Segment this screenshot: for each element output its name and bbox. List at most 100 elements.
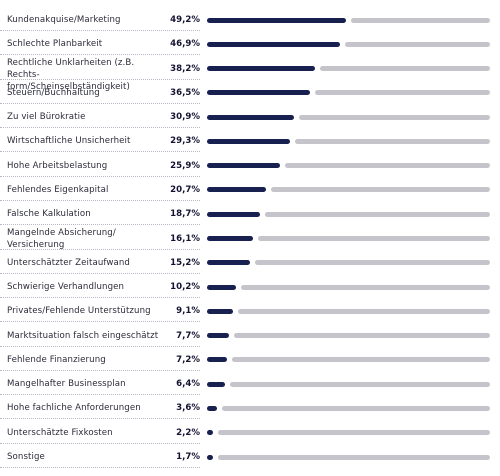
value-bar [207,284,236,290]
remainder-bar [230,381,490,387]
remainder-bar [218,454,490,460]
row-separator [0,272,200,274]
bar-track [207,260,490,266]
category-label: Marktsituation falsch eingeschätzt [7,330,167,342]
value-bar [207,333,229,339]
value-bar [207,381,226,387]
category-label: Fehlende Finanzierung [7,354,167,366]
value-bar [207,187,266,193]
category-label-line: Mangelnde Absicherung/ [7,227,116,238]
remainder-bar [344,41,490,47]
value-bar [207,308,233,314]
category-label-line: Unterschätzter Zeitaufwand [7,257,130,268]
value-bar [207,430,214,436]
row-separator [0,442,200,444]
value-label: 49,2% [170,15,200,25]
remainder-bar [222,405,490,411]
category-label-line: Falsche Kalkulation [7,209,91,220]
category-label: Schlechte Planbarkeit [7,38,167,50]
bar-track [207,308,490,314]
category-label: Unterschätzter Zeitaufwand [7,257,167,269]
category-label-line: Schwierige Verhandlungen [7,282,125,293]
bar-track [207,405,490,411]
row-separator [0,102,200,104]
category-label-line: form/Scheinselbständigkeit) [7,81,130,92]
category-label-line: Wirtschaftliche Unsicherheit [7,136,131,147]
bar-track [207,114,490,120]
value-label: 30,9% [170,112,200,123]
category-label: Hohe Arbeitsbelastung [7,160,167,172]
value-label: 38,2% [170,63,200,74]
value-label: 1,7% [176,452,200,462]
category-label: Rechtliche Unklarheiten (z.B. Rechts-for… [7,57,167,93]
remainder-bar [255,260,490,266]
row-separator [0,467,200,468]
bar-track [207,454,490,460]
bar-track [207,381,490,387]
bar-track [207,90,490,96]
value-label: 3,6% [176,403,200,414]
category-label: Sonstige [7,451,167,463]
value-label: 9,1% [176,306,200,317]
category-label-line: Steuern/Buchhaltung [7,87,100,98]
value-label: 25,9% [170,160,200,171]
value-bar [207,211,260,217]
bar-track [207,211,490,217]
remainder-bar [232,357,490,363]
category-label-line: Kundenakquise/Marketing [7,15,121,25]
value-bar [207,17,347,23]
bar-track [207,357,490,363]
category-label: Privates/Fehlende Unterstützung [7,305,167,317]
value-bar [207,163,281,169]
row-separator [0,151,200,153]
bar-track [207,333,490,339]
category-label-line: Privates/Fehlende Unterstützung [7,306,151,317]
row-separator [0,297,200,299]
category-label: Zu viel Bürokratie [7,111,167,123]
value-bar [207,260,251,266]
value-label: 7,2% [176,354,200,365]
value-label: 10,2% [170,282,200,293]
row-separator [0,345,200,347]
category-label: Mangelnde Absicherung/Versicherung [7,227,167,251]
row-separator [0,78,200,80]
value-bar [207,405,218,411]
remainder-bar [218,430,490,436]
row-separator [0,30,200,31]
bar-track [207,430,490,436]
bar-track [207,66,490,72]
row-separator [0,394,200,396]
category-label-line: Rechtliche Unklarheiten (z.B. Rechts- [7,57,135,80]
row-separator [0,224,200,226]
bar-track [207,163,490,169]
row-separator [0,54,200,56]
value-bar [207,454,213,460]
category-label-line: Marktsituation falsch eingeschätzt [7,330,159,341]
remainder-bar [294,138,490,144]
value-bar [207,236,253,241]
value-bar [207,90,311,96]
remainder-bar [299,114,490,120]
remainder-bar [237,308,490,314]
category-label: Unterschätzte Fixkosten [7,427,167,439]
value-label: 46,9% [170,39,200,50]
value-bar [207,114,295,120]
category-label: Falsche Kalkulation [7,208,167,220]
bar-track [207,41,490,47]
row-separator [0,369,200,371]
category-label: Schwierige Verhandlungen [7,281,167,293]
category-label-line: Hohe Arbeitsbelastung [7,160,108,171]
remainder-bar [240,284,490,290]
row-separator [0,175,200,177]
value-bar [207,357,228,363]
remainder-bar [270,187,490,193]
category-label: Kundenakquise/Marketing [7,14,167,26]
category-label-line: Unterschätzte Fixkosten [7,427,113,438]
row-separator [0,418,200,420]
category-label-line: Mangelhafter Businessplan [7,379,126,390]
category-label: Hohe fachliche Anforderungen [7,402,167,414]
value-label: 15,2% [170,257,200,268]
bar-track [207,284,490,290]
value-label: 7,7% [176,330,200,341]
value-label: 18,7% [170,209,200,220]
